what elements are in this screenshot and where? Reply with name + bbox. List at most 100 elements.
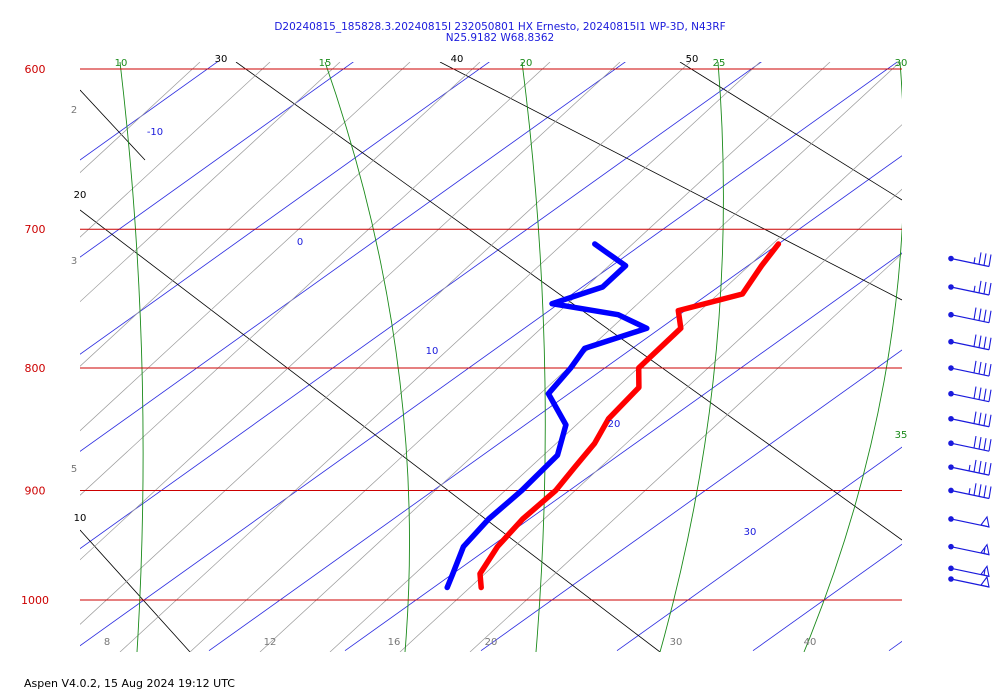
isotherm-label: -10 <box>147 127 163 138</box>
wind-barb-staff <box>950 314 990 324</box>
wind-barb <box>948 386 992 403</box>
wind-barb-feather <box>978 252 982 265</box>
wind-barb-feather <box>983 461 987 475</box>
wind-barb-half-feather <box>973 257 976 264</box>
isotherm-label: 10 <box>426 346 439 357</box>
reference-line <box>80 209 661 652</box>
top-black-label: 40 <box>451 54 464 65</box>
wind-barb <box>948 280 992 296</box>
wind-barbs <box>948 252 992 588</box>
wind-barb-feather <box>988 414 992 427</box>
wind-barb <box>948 360 992 377</box>
bottom-tick-label: 12 <box>264 637 277 648</box>
isotherm-line <box>888 640 902 652</box>
moist-adiabat-line <box>119 62 761 652</box>
isotherm-line <box>752 543 902 652</box>
wind-barb-feather <box>978 460 982 474</box>
isotherm-line <box>616 446 902 652</box>
moist-adiabat-line <box>80 62 341 303</box>
left-gray-label: 5 <box>71 464 77 475</box>
isotherm-label: 0 <box>297 237 303 248</box>
wind-barb-feather <box>983 253 987 266</box>
isotherm-label: 30 <box>744 527 757 538</box>
chart-title: D20240815_185828.3.20240815I 232050801 H… <box>0 22 1000 44</box>
reference-line <box>439 62 902 301</box>
bottom-tick-label: 20 <box>485 637 498 648</box>
wind-barb-feather <box>973 483 977 496</box>
wind-barb <box>948 334 992 351</box>
wind-barb-feather <box>973 307 977 320</box>
wind-barb <box>948 252 992 268</box>
wind-barb-staff <box>950 466 990 476</box>
reference-line <box>80 529 191 652</box>
wind-barb-feather <box>988 337 992 350</box>
left-black-label: 20 <box>74 190 87 201</box>
wind-barb-flag <box>980 515 990 528</box>
reference-line <box>235 62 902 541</box>
wind-barb <box>948 543 990 556</box>
moist-adiabat-line <box>80 62 691 625</box>
wind-barb-feather <box>978 387 982 400</box>
dry-adiabat-curve <box>119 62 144 652</box>
wind-barb-feather <box>973 334 977 347</box>
top-green-label: 20 <box>520 58 533 69</box>
wind-barb-feather <box>988 439 992 452</box>
wind-barb-feather <box>978 335 982 348</box>
wind-barb-flag <box>980 575 990 588</box>
moist-adiabat-line <box>399 188 902 652</box>
wind-barb-flag <box>980 543 990 556</box>
wind-barb-feather <box>973 411 977 424</box>
isotherm-line <box>480 349 902 652</box>
moist-adiabat-line <box>189 62 831 652</box>
top-black-label: 50 <box>686 54 699 65</box>
wind-barb-feather <box>988 310 992 323</box>
wind-barb-feather <box>988 363 992 377</box>
wind-barb-feather <box>983 438 987 451</box>
wind-barb-feather <box>978 280 982 293</box>
pressure-tick-label: 800 <box>25 362 46 375</box>
top-green-label: 15 <box>319 58 332 69</box>
wind-barb-staff <box>950 393 990 403</box>
wind-barb <box>948 515 990 528</box>
wind-barb-feather <box>988 282 992 296</box>
top-green-label: 25 <box>713 58 726 69</box>
wind-barb-feather <box>978 484 982 497</box>
pressure-tick-label: 700 <box>25 223 46 236</box>
wind-barb-feather <box>978 437 982 450</box>
isobars: 600 700 800 900 1000 <box>21 63 902 607</box>
wind-barb-flag <box>980 565 990 578</box>
wind-barb-staff <box>950 341 990 351</box>
wind-barb-feather <box>983 336 987 349</box>
chart-title-line2: N25.9182 W68.8362 <box>445 32 555 44</box>
dry-adiabat-curve <box>521 62 546 652</box>
wind-barb-feather <box>983 281 987 295</box>
isotherm-line <box>80 62 626 452</box>
wind-barb-feather <box>978 412 982 425</box>
isotherm-line <box>344 252 902 652</box>
wind-barb-half-feather <box>983 547 986 554</box>
wind-barb <box>948 307 992 324</box>
isotherm-line <box>80 62 898 647</box>
wind-barb <box>948 435 992 452</box>
footer-version: Aspen V4.0.2, 15 Aug 2024 19:12 UTC <box>24 677 235 690</box>
wind-barb <box>948 411 992 428</box>
wind-barb-feather <box>988 389 992 402</box>
dewpoint-profile-line <box>444 241 650 591</box>
isotherm-line <box>80 62 762 550</box>
pressure-tick-label: 600 <box>25 63 46 76</box>
sounding-profiles <box>444 241 782 591</box>
isotherm-line <box>80 62 218 161</box>
wind-barb-half-feather <box>983 569 986 576</box>
grid-lines <box>80 62 902 652</box>
wind-barb-staff <box>950 489 990 500</box>
moist-adiabat-line <box>80 62 621 561</box>
wind-barb-staff <box>950 286 990 296</box>
wind-barb-feather <box>973 360 977 373</box>
wind-barb-feather <box>988 463 992 476</box>
isotherm-line <box>80 62 490 355</box>
wind-barb-feather <box>983 309 987 322</box>
wind-barb-half-feather <box>968 464 971 471</box>
left-gray-label: 2 <box>71 105 77 116</box>
top-green-label: 10 <box>115 58 128 69</box>
